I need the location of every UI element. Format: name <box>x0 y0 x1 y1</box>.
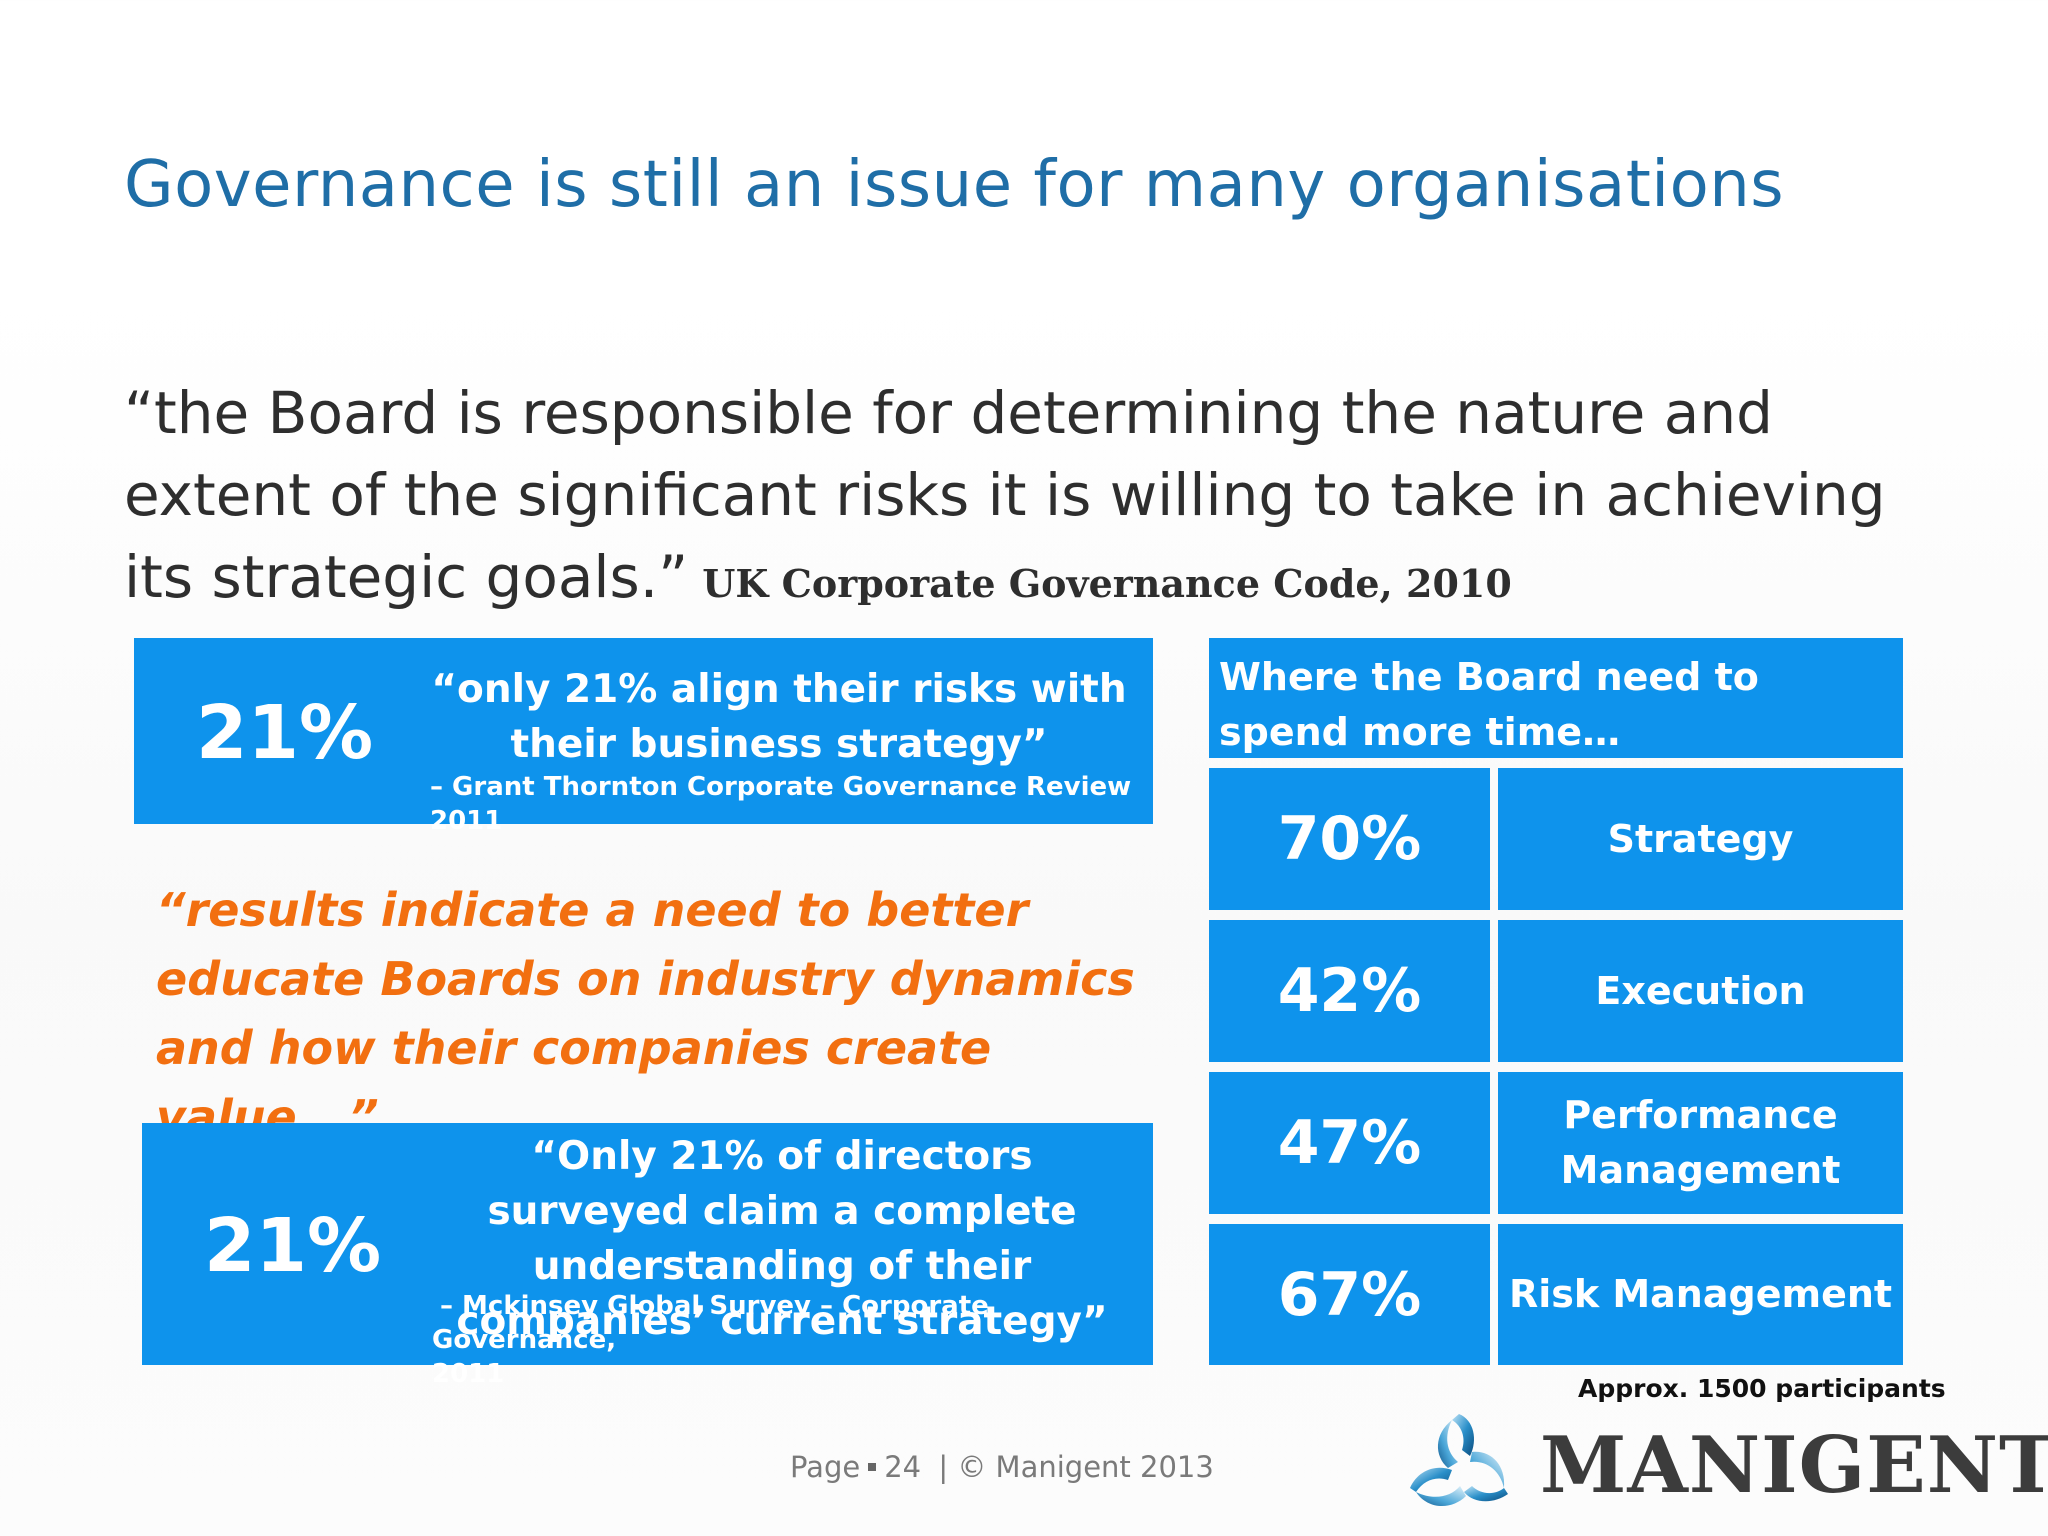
board-row-label: Strategy <box>1498 768 1903 910</box>
stat-bottom-citation-line2: 2011 <box>432 1359 505 1389</box>
board-table-heading: Where the Board need to spend more time… <box>1209 638 1903 758</box>
board-row-value: 47% <box>1209 1072 1490 1214</box>
stat-top-value: 21% <box>196 690 374 776</box>
page-number: 24 <box>884 1450 922 1484</box>
stat-top-citation: – Grant Thornton Corporate Governance Re… <box>430 772 1132 836</box>
board-row-label: Performance Management <box>1498 1072 1903 1214</box>
page-footer: Page 24 | © Manigent 2013 <box>790 1450 1214 1484</box>
board-quote-text: “the Board is responsible for determinin… <box>124 379 1886 611</box>
board-quote-source: UK Corporate Governance Code, 2010 <box>702 561 1512 606</box>
stat-bottom-value: 21% <box>204 1203 382 1289</box>
manigent-logo-text: MANIGENT <box>1540 1420 2048 1511</box>
orange-quote: “results indicate a need to better educa… <box>156 883 1135 1144</box>
slide-title: Governance is still an issue for many or… <box>124 148 1785 222</box>
board-row-value: 67% <box>1209 1224 1490 1365</box>
stat-top-quote: “only 21% align their risks with their b… <box>431 667 1127 767</box>
board-row-value: 70% <box>1209 768 1490 910</box>
stat-box-bottom: 21% “Only 21% of directors surveyed clai… <box>142 1123 1153 1389</box>
stat-bottom-citation-line1: – Mckinsey Global Survey – Corporate Gov… <box>432 1291 989 1355</box>
board-quote: “the Board is responsible for determinin… <box>124 372 1924 625</box>
stat-bottom-citation: – Mckinsey Global Survey – Corporate Gov… <box>432 1289 1152 1391</box>
bullet-square-icon <box>868 1463 877 1471</box>
page-label: Page <box>790 1450 861 1484</box>
board-row-value: 42% <box>1209 920 1490 1062</box>
stat-box-top: 21% “only 21% align their risks with the… <box>134 638 1153 836</box>
participants-note: Approx. 1500 participants <box>1578 1374 1946 1403</box>
stat-bottom-quote: “Only 21% of directors surveyed claim a … <box>456 1134 1108 1344</box>
manigent-logo-icon <box>1410 1414 1508 1507</box>
board-row-label: Execution <box>1498 920 1903 1062</box>
board-row-label: Risk Management <box>1498 1224 1903 1365</box>
copyright: | © Manigent 2013 <box>938 1450 1214 1484</box>
